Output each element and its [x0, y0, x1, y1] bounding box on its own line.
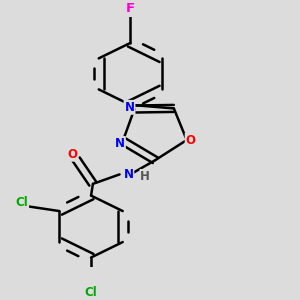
Text: Cl: Cl: [85, 286, 98, 299]
Text: F: F: [126, 2, 135, 15]
Text: H: H: [140, 169, 150, 183]
Text: O: O: [186, 134, 196, 146]
Text: N: N: [123, 168, 134, 181]
Text: Cl: Cl: [15, 196, 28, 209]
Text: O: O: [67, 148, 77, 161]
Text: N: N: [115, 137, 125, 150]
Text: N: N: [124, 101, 134, 114]
